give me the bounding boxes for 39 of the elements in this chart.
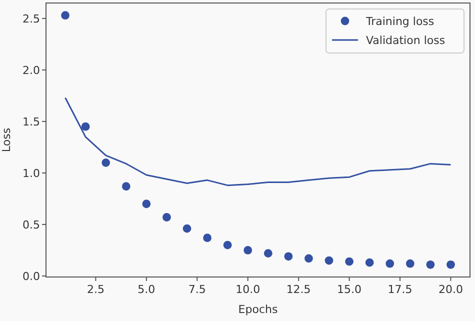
point: [203, 234, 212, 242]
x-tick-label: 17.5: [388, 283, 412, 296]
point: [223, 240, 232, 250]
y-tick-label: 2.0: [22, 64, 40, 77]
point: [304, 254, 313, 263]
x-tick-label: 7.5: [188, 283, 206, 296]
point: [142, 200, 151, 208]
point: [365, 258, 374, 267]
point: [244, 246, 252, 254]
legend-label: Validation loss: [366, 34, 446, 47]
point: [264, 249, 272, 258]
point: [182, 224, 192, 233]
point: [345, 257, 354, 266]
point: [426, 260, 435, 269]
point: [81, 122, 90, 131]
y-tick-label: 0.5: [22, 218, 40, 232]
point: [406, 259, 414, 268]
line-series: [64, 97, 452, 186]
point: [284, 252, 293, 261]
y-tick-label: 0.0: [22, 270, 40, 283]
point: [61, 11, 70, 20]
x-axis-title: Epochs: [238, 303, 278, 316]
x-tick-label: 5.0: [138, 283, 156, 296]
point: [324, 256, 334, 265]
x-tick-label: 2.5: [86, 283, 104, 296]
point: [446, 260, 455, 269]
y-tick-label: 1.0: [22, 166, 40, 180]
point: [386, 259, 394, 268]
point: [102, 158, 110, 167]
y-tick-label: 1.5: [22, 115, 40, 128]
point: [122, 182, 130, 191]
x-tick-label: 15.0: [337, 283, 362, 296]
legend-label: Training loss: [365, 14, 434, 28]
x-tick-label: 12.5: [286, 283, 311, 296]
x-tick-label: 20.0: [438, 283, 463, 296]
y-tick-label: 2.5: [22, 12, 40, 26]
x-tick-label: 10.0: [236, 283, 260, 296]
point: [162, 213, 171, 222]
y-axis-title: Loss: [0, 128, 13, 152]
